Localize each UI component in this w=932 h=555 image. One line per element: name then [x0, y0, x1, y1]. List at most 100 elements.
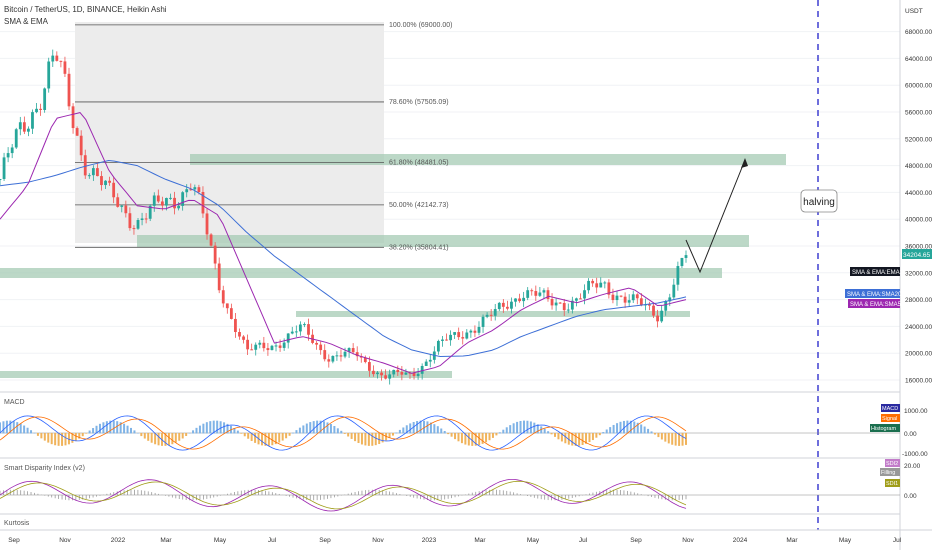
candle-body	[116, 197, 120, 207]
ema-tag	[850, 267, 900, 276]
histogram-bar	[74, 433, 77, 441]
histogram-bar	[336, 428, 339, 434]
candle-body	[217, 263, 221, 291]
histogram-bar	[443, 431, 446, 434]
time-tick: Nov	[59, 537, 71, 544]
sdi2-tag-text: SDI2	[886, 461, 898, 467]
price-axis[interactable]: 68000.00 64000.00 60000.00 56000.00 52000.00…	[905, 29, 932, 384]
histogram-bar	[292, 432, 295, 434]
histogram-bar	[522, 420, 525, 434]
histogram-bar	[657, 433, 660, 438]
histogram-bar	[681, 433, 684, 446]
candle-body	[469, 330, 473, 333]
histogram-bar	[643, 426, 646, 434]
candle-body	[331, 355, 335, 362]
histogram-bar	[595, 433, 598, 438]
sma200-tag	[845, 289, 900, 298]
histogram-bar	[405, 425, 408, 434]
candle-body	[546, 290, 550, 300]
histogram-bar	[233, 428, 236, 434]
histogram-bar	[54, 433, 57, 446]
histogram-bar	[612, 424, 615, 434]
time-tick: Mar	[786, 537, 798, 544]
macd-panel[interactable]	[0, 415, 900, 451]
candle-body	[530, 290, 534, 292]
last-price-text: 34204.65	[903, 252, 930, 259]
candle-body	[0, 179, 2, 180]
histogram-bar	[33, 432, 36, 434]
histogram-bar	[378, 433, 381, 445]
zone-36k[interactable]	[137, 235, 749, 247]
candle-body	[165, 197, 168, 206]
price-tick: 44000.00	[905, 190, 932, 197]
histogram-bar	[550, 433, 553, 435]
candle-body	[323, 350, 327, 360]
candle-body	[201, 191, 205, 214]
projection-arrowhead	[741, 158, 748, 168]
macd-title: MACD	[4, 399, 25, 406]
candle-body	[75, 128, 79, 136]
candle-body	[526, 290, 530, 298]
histogram-bar	[433, 424, 436, 434]
candle-body	[51, 55, 55, 62]
fib-label: 78.60% (57505.09)	[389, 99, 449, 106]
histogram-bar	[391, 433, 394, 436]
histogram-bar	[395, 432, 398, 434]
candle-body	[209, 234, 213, 246]
histogram-bar	[509, 425, 512, 434]
time-axis[interactable]: Sep Nov 2022 Mar May Jul Sep Nov 2023 Mar May Jul Se…	[8, 537, 901, 544]
candle-body	[497, 302, 501, 310]
candle-body	[278, 345, 282, 348]
histogram-bar	[533, 422, 536, 434]
histogram-bar	[285, 433, 288, 439]
fib-retracement-zone[interactable]	[75, 22, 384, 243]
candle-body	[96, 168, 99, 177]
histogram-bar	[564, 433, 567, 444]
histogram-bar	[209, 421, 212, 434]
candle-body	[315, 342, 319, 345]
histogram-bar	[305, 423, 308, 434]
zone-25k[interactable]	[296, 311, 690, 317]
histogram-bar	[167, 433, 170, 446]
histogram-bar	[12, 421, 15, 434]
sdi-panel[interactable]	[0, 478, 900, 512]
candle-body	[538, 292, 542, 296]
candle-body	[570, 300, 574, 310]
candle-body	[648, 304, 651, 306]
candle-body	[355, 352, 359, 357]
candle-body	[169, 197, 172, 199]
histogram-bar	[626, 420, 629, 434]
halving-callout[interactable]	[800, 189, 838, 213]
zone-31k[interactable]	[0, 268, 722, 278]
candle-body	[10, 147, 14, 154]
candle-body	[197, 187, 201, 192]
histogram-bar	[240, 433, 243, 434]
candle-body	[140, 218, 144, 220]
candle-body	[124, 205, 128, 214]
histogram-bar	[223, 422, 226, 434]
zone-17k[interactable]	[0, 371, 452, 378]
candle-body	[575, 298, 578, 301]
time-tick: Mar	[474, 537, 486, 544]
filling-tag-text: Filling	[881, 470, 895, 476]
macd-tag	[881, 404, 900, 412]
histogram-bar	[609, 427, 612, 434]
histogram-bar	[474, 433, 477, 446]
candle-body	[457, 332, 461, 338]
candle-body	[400, 372, 404, 375]
candle-body	[420, 365, 424, 374]
candle-body	[181, 192, 185, 206]
candle-body	[347, 348, 351, 352]
histogram-bar	[5, 420, 8, 434]
histogram-bar	[605, 429, 608, 434]
histogram-bar	[650, 431, 653, 434]
histogram-bar	[343, 433, 346, 434]
histogram-bar	[647, 428, 650, 434]
candle-body	[587, 280, 590, 291]
histogram-bar	[488, 433, 491, 441]
price-tick: 36000.00	[905, 244, 932, 251]
zone-48k[interactable]	[190, 154, 786, 165]
sdi1-line	[0, 480, 687, 510]
